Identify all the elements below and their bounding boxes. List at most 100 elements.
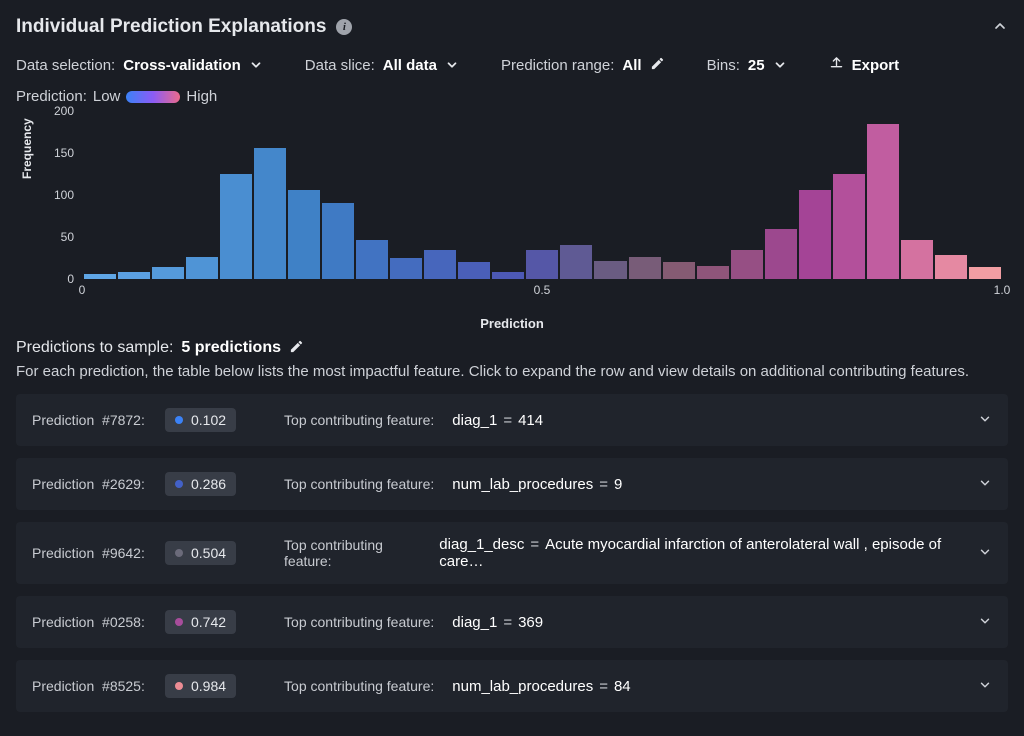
prediction-id: Prediction #0258: (32, 614, 147, 630)
histogram-bar[interactable] (765, 229, 797, 279)
prediction-badge: 0.742 (165, 610, 236, 634)
samples-header: Predictions to sample: 5 predictions (16, 339, 1008, 357)
prediction-id: Prediction #8525: (32, 678, 147, 694)
histogram-chart: Frequency Prediction 050100150200 00.51.… (16, 111, 1008, 311)
data-selection-control[interactable]: Data selection: Cross-validation (16, 57, 263, 74)
histogram-bar[interactable] (152, 267, 184, 279)
prediction-value: 0.984 (191, 678, 226, 694)
bins-value: 25 (748, 57, 765, 74)
data-slice-label: Data slice: (305, 57, 375, 74)
prediction-dot (175, 682, 183, 690)
collapse-icon[interactable] (992, 18, 1008, 37)
prediction-badge: 0.102 (165, 408, 236, 432)
y-axis-label: Frequency (20, 118, 34, 179)
prediction-badge: 0.504 (165, 541, 236, 565)
histogram-bar[interactable] (731, 250, 763, 279)
chevron-down-icon (445, 58, 459, 72)
histogram-bar[interactable] (492, 272, 524, 279)
legend-prefix: Prediction: (16, 88, 87, 105)
histogram-bar[interactable] (663, 262, 695, 279)
prediction-id: Prediction #9642: (32, 545, 147, 561)
feature-label: Top contributing feature: (284, 678, 434, 694)
y-tick: 50 (46, 230, 74, 244)
x-tick: 1.0 (994, 283, 1011, 297)
gradient-bar (126, 91, 180, 103)
feature-label: Top contributing feature: (284, 614, 434, 630)
prediction-dot (175, 549, 183, 557)
prediction-id: Prediction #2629: (32, 476, 147, 492)
legend-high: High (186, 88, 217, 105)
prediction-row[interactable]: Prediction #9642: 0.504 Top contributing… (16, 522, 1008, 584)
edit-icon[interactable] (289, 339, 304, 357)
histogram-bar[interactable] (118, 272, 150, 279)
prediction-dot (175, 480, 183, 488)
prediction-value: 0.286 (191, 476, 226, 492)
data-slice-value: All data (383, 57, 437, 74)
histogram-bar[interactable] (799, 190, 831, 279)
prediction-rows: Prediction #7872: 0.102 Top contributing… (16, 394, 1008, 712)
histogram-bar[interactable] (220, 174, 252, 279)
chevron-down-icon (773, 58, 787, 72)
prediction-row[interactable]: Prediction #2629: 0.286 Top contributing… (16, 458, 1008, 510)
chevron-down-icon (978, 614, 992, 631)
prediction-row[interactable]: Prediction #8525: 0.984 Top contributing… (16, 660, 1008, 712)
info-icon[interactable]: i (336, 19, 352, 35)
histogram-bar[interactable] (867, 124, 899, 279)
edit-icon (650, 56, 665, 74)
feature-text: diag_1=369 (452, 614, 543, 631)
explain-text: For each prediction, the table below lis… (16, 363, 1008, 380)
feature-label: Top contributing feature: (284, 476, 434, 492)
feature-label: Top contributing feature: (284, 537, 421, 569)
data-selection-label: Data selection: (16, 57, 115, 74)
chevron-down-icon (978, 545, 992, 562)
export-button[interactable]: Export (829, 56, 900, 74)
feature-text: num_lab_procedures=9 (452, 476, 622, 493)
histogram-bar[interactable] (84, 274, 116, 279)
histogram-bar[interactable] (560, 245, 592, 279)
histogram-bar[interactable] (458, 262, 490, 279)
histogram-bar[interactable] (254, 148, 286, 279)
prediction-range-control[interactable]: Prediction range: All (501, 56, 665, 74)
x-tick: 0 (79, 283, 86, 297)
export-label: Export (852, 57, 900, 74)
prediction-value: 0.102 (191, 412, 226, 428)
data-slice-control[interactable]: Data slice: All data (305, 57, 459, 74)
chevron-down-icon (249, 58, 263, 72)
histogram-bar[interactable] (322, 203, 354, 279)
histogram-bar[interactable] (901, 240, 933, 279)
y-tick: 0 (46, 272, 74, 286)
histogram-bar[interactable] (186, 257, 218, 279)
y-tick: 150 (46, 146, 74, 160)
bins-label: Bins: (707, 57, 740, 74)
upload-icon (829, 56, 844, 74)
chevron-down-icon (978, 476, 992, 493)
y-tick: 200 (46, 104, 74, 118)
histogram-bar[interactable] (356, 240, 388, 279)
histogram-bar[interactable] (526, 250, 558, 279)
pred-range-label: Prediction range: (501, 57, 614, 74)
legend-low: Low (93, 88, 121, 105)
histogram-bar[interactable] (697, 266, 729, 279)
histogram-bar[interactable] (594, 261, 626, 279)
page-title: Individual Prediction Explanations i (16, 16, 352, 38)
prediction-row[interactable]: Prediction #0258: 0.742 Top contributing… (16, 596, 1008, 648)
prediction-value: 0.504 (191, 545, 226, 561)
x-axis-label: Prediction (480, 316, 544, 331)
histogram-bar[interactable] (629, 257, 661, 279)
prediction-dot (175, 618, 183, 626)
chevron-down-icon (978, 678, 992, 695)
feature-text: num_lab_procedures=84 (452, 678, 630, 695)
panel-header: Individual Prediction Explanations i (16, 16, 1008, 38)
controls-bar: Data selection: Cross-validation Data sl… (16, 56, 1008, 74)
x-tick: 0.5 (534, 283, 551, 297)
histogram-bar[interactable] (390, 258, 422, 279)
prediction-row[interactable]: Prediction #7872: 0.102 Top contributing… (16, 394, 1008, 446)
bins-control[interactable]: Bins: 25 (707, 57, 787, 74)
color-legend: Prediction: Low High (16, 88, 1008, 105)
histogram-bar[interactable] (288, 190, 320, 279)
histogram-bar[interactable] (969, 267, 1001, 279)
histogram-bar[interactable] (833, 174, 865, 279)
chevron-down-icon (978, 412, 992, 429)
histogram-bar[interactable] (424, 250, 456, 279)
histogram-bar[interactable] (935, 255, 967, 279)
